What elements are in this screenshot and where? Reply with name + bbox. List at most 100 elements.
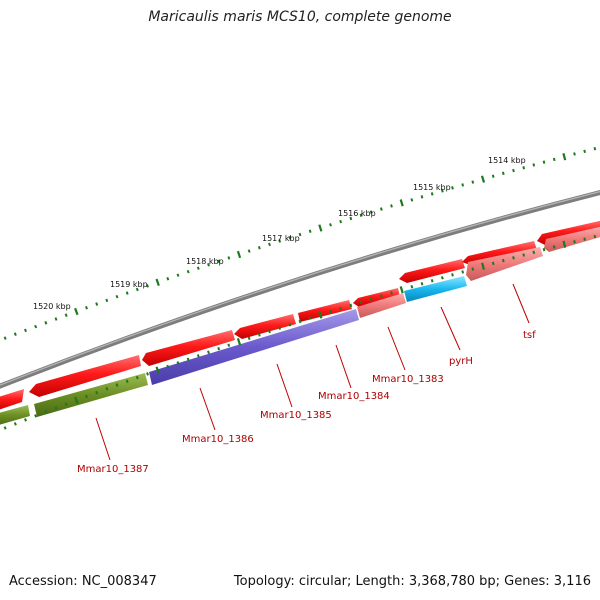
ruler-minor-tick — [440, 189, 444, 193]
gene-Mmar10_1383 — [357, 293, 406, 318]
ruler-minor-tick — [278, 239, 282, 243]
ruler-minor-tick — [34, 414, 38, 418]
ruler-minor-tick — [3, 426, 7, 430]
ruler-major-tick — [562, 240, 567, 248]
ruler-minor-tick — [105, 387, 109, 391]
ruler-minor-tick — [420, 282, 424, 286]
ruler-minor-tick — [268, 242, 271, 247]
ruler-minor-tick — [176, 361, 180, 365]
ruler-minor-tick — [542, 247, 546, 252]
ruler-minor-tick — [115, 383, 119, 387]
ruler-minor-tick — [186, 269, 190, 274]
ruler-minor-tick — [13, 422, 17, 426]
ruler-major-tick — [236, 338, 242, 346]
ruler-minor-tick — [217, 346, 221, 351]
ruler-minor-tick — [125, 379, 129, 384]
genome-backbone-highlight — [0, 190, 600, 386]
ruler-minor-tick — [420, 195, 424, 199]
ruler-labels: 1514 kbp 1515 kbp 1516 kbp 1517 kbp 1518… — [33, 156, 526, 311]
ruler-minor-tick — [451, 186, 454, 190]
ruler-major-tick — [236, 250, 242, 259]
ruler-minor-tick — [461, 183, 465, 187]
ruler-major-tick — [480, 175, 486, 183]
ruler-minor-tick — [359, 300, 363, 304]
ruler-minor-tick — [298, 319, 302, 324]
gene-label-tsf: tsf — [523, 330, 536, 341]
ruler-minor-tick — [288, 323, 292, 327]
ruler-minor-tick — [552, 245, 556, 249]
ruler-minor-tick — [379, 294, 383, 298]
ruler-minor-tick — [207, 262, 210, 267]
cds-arrow — [353, 288, 400, 307]
genome-backbone — [0, 189, 600, 389]
leader-pyrH — [440, 306, 461, 351]
cds-arrow — [399, 259, 465, 283]
reverse-strand-genes — [0, 226, 600, 425]
accession-text: Accession: NC_008347 — [9, 574, 157, 589]
ruler-label-1514: 1514 kbp — [488, 156, 526, 165]
ruler-minor-tick — [369, 297, 373, 301]
gene-right-partial — [544, 226, 600, 252]
leader-Mmar10_1383 — [387, 326, 406, 371]
ruler-minor-tick — [512, 256, 515, 260]
ruler-major-tick — [74, 396, 79, 404]
ruler-minor-tick — [573, 240, 576, 244]
leader-Mmar10_1385 — [276, 363, 293, 408]
ruler-minor-tick — [135, 287, 139, 292]
ruler-label-1515: 1515 kbp — [413, 183, 451, 192]
ruler-major-tick — [318, 224, 323, 232]
ruler-minor-tick — [54, 406, 58, 410]
ruler-minor-tick — [430, 192, 434, 196]
ruler-label-1516: 1516 kbp — [338, 209, 376, 218]
leader-Mmar10_1387 — [95, 417, 111, 461]
ruler-minor-tick — [125, 291, 129, 295]
ruler-minor-tick — [471, 180, 475, 184]
forward-strand-cds — [0, 220, 600, 410]
ruler-minor-tick — [583, 237, 586, 241]
cds-arrow — [29, 355, 141, 397]
ruler-major-tick — [155, 366, 160, 374]
map-title: Maricaulis maris MCS10, complete genome — [148, 9, 452, 25]
ruler-minor-tick — [54, 317, 58, 321]
cds-arrow — [234, 314, 296, 339]
leader-tsf — [512, 283, 530, 324]
ruler-minor-tick — [390, 204, 393, 208]
ruler-minor-tick — [369, 210, 373, 214]
ruler-minor-tick — [196, 266, 200, 270]
ruler-minor-tick — [379, 207, 383, 211]
leader-Mmar10_1384 — [335, 344, 352, 389]
ruler-minor-tick — [24, 328, 27, 333]
ruler-minor-tick — [135, 375, 139, 380]
gene-arrow-left-partial — [0, 405, 30, 425]
ruler-minor-tick — [115, 294, 119, 299]
ruler-minor-tick — [247, 336, 251, 341]
ruler-minor-tick — [349, 303, 353, 308]
ruler-minor-tick — [339, 306, 343, 311]
ruler-minor-tick — [308, 316, 312, 320]
ruler-minor-tick — [247, 249, 251, 253]
cds-arrow — [462, 241, 537, 265]
ruler-minor-tick — [430, 279, 434, 283]
ruler-minor-tick — [440, 276, 444, 280]
ruler-minor-tick — [13, 332, 17, 336]
gene-pyrH — [404, 276, 467, 302]
ruler-minor-tick — [95, 302, 99, 306]
ruler-minor-tick — [64, 402, 68, 406]
ruler-minor-tick — [298, 232, 302, 237]
ruler-minor-tick — [166, 276, 170, 281]
cds-arrow — [298, 300, 352, 322]
inner-ruler — [3, 234, 597, 430]
gene-label-Mmar10_1387: Mmar10_1387 — [77, 464, 149, 475]
genome-summary-text: Topology: circular; Length: 3,368,780 bp… — [233, 574, 591, 589]
gene-labels: tsf pyrH Mmar10_1383 Mmar10_1384 Mmar10_… — [77, 330, 536, 475]
ruler-minor-tick — [410, 198, 414, 202]
ruler-minor-tick — [186, 357, 190, 362]
ruler-minor-tick — [471, 267, 475, 271]
gene-Mmar10_1386 — [149, 309, 359, 385]
ruler-minor-tick — [542, 160, 546, 164]
ruler-minor-tick — [552, 157, 556, 162]
ruler-minor-tick — [217, 259, 221, 264]
ruler-minor-tick — [522, 253, 526, 257]
ruler-minor-tick — [491, 174, 495, 178]
ruler-minor-tick — [34, 324, 38, 329]
